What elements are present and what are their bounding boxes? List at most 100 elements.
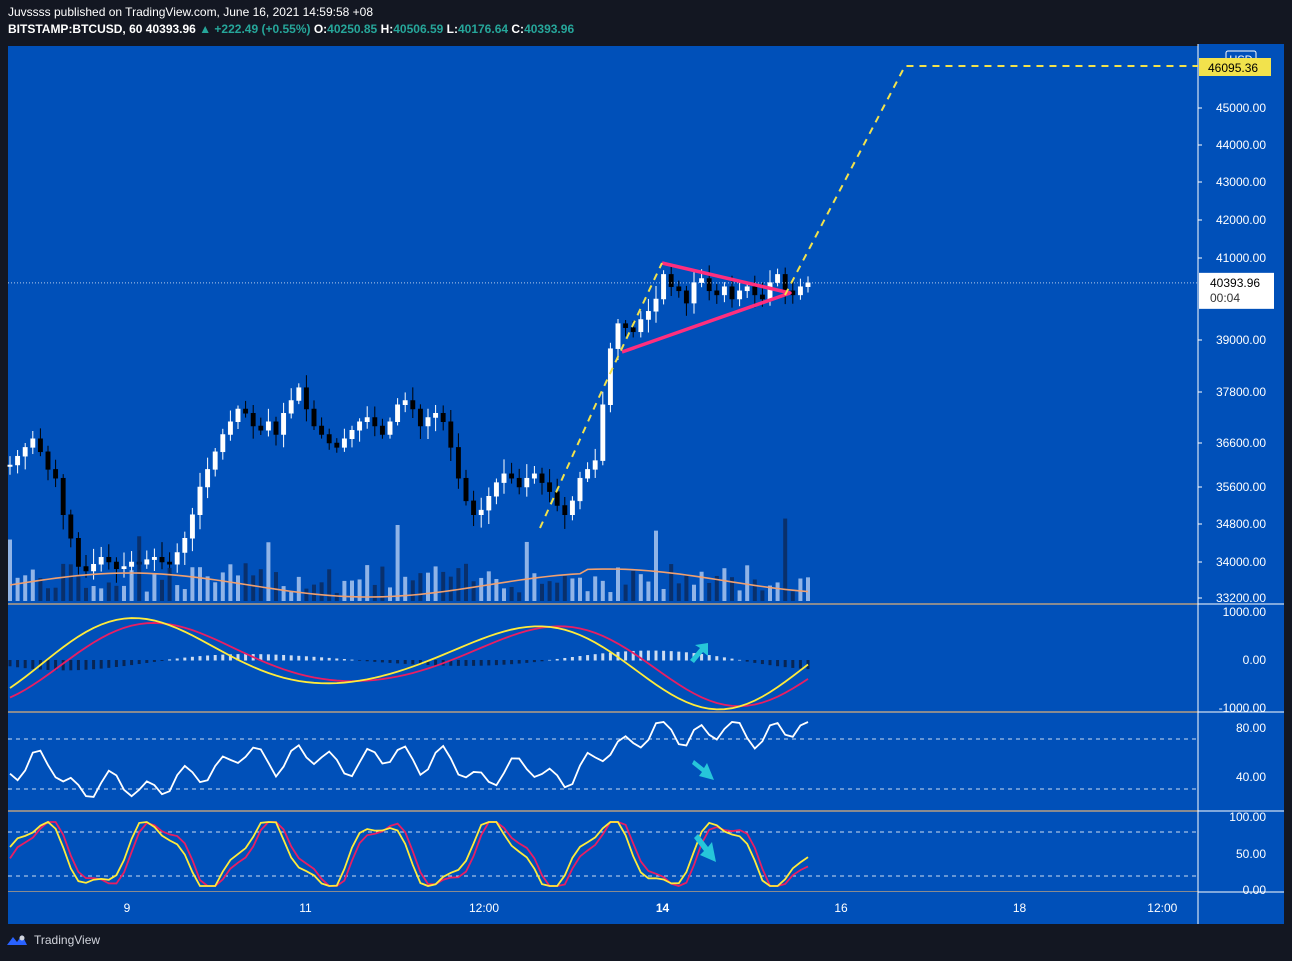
macd-histogram-bar xyxy=(563,657,567,661)
volume-bar xyxy=(8,539,12,601)
countdown-label: 00:04 xyxy=(1210,291,1240,305)
volume-bar xyxy=(312,584,316,601)
candle-body xyxy=(600,404,606,461)
volume-bar xyxy=(524,541,529,601)
candle-body xyxy=(151,557,157,560)
volume-bar xyxy=(464,563,468,601)
volume-bar xyxy=(129,570,134,601)
macd-histogram-bar xyxy=(312,656,316,661)
volume-bar xyxy=(84,587,88,601)
macd-histogram-bar xyxy=(114,660,118,667)
volume-bar xyxy=(205,576,210,601)
candle-body xyxy=(714,290,720,296)
candle-body xyxy=(577,477,583,502)
macd-histogram-bar xyxy=(342,659,346,661)
volume-bar xyxy=(190,567,195,601)
macd-histogram-bar xyxy=(570,657,574,661)
rsi-tick-label: 80.00 xyxy=(1236,721,1266,735)
volume-bar xyxy=(296,576,301,601)
macd-histogram-bar xyxy=(479,660,483,666)
volume-bar xyxy=(53,587,58,601)
macd-histogram-bar xyxy=(631,650,635,661)
macd-histogram-bar xyxy=(783,660,787,668)
volume-bar xyxy=(783,518,788,601)
macd-histogram-bar xyxy=(502,660,506,665)
time-tick-label: 16 xyxy=(834,901,848,915)
candle-body xyxy=(683,290,689,304)
macd-histogram-bar xyxy=(160,660,164,661)
candle-body xyxy=(106,557,112,563)
candle-body xyxy=(174,552,180,565)
volume-bar xyxy=(334,592,339,601)
candle-body xyxy=(645,311,651,320)
stoch-d-line xyxy=(9,821,809,887)
volume-bar xyxy=(68,564,73,601)
volume-bar xyxy=(167,567,172,601)
volume-bar xyxy=(46,588,50,601)
macd-histogram-bar xyxy=(517,660,521,664)
macd-histogram-bar xyxy=(84,660,88,670)
time-tick-label: 9 xyxy=(124,901,131,915)
open-value: 40250.85 xyxy=(327,22,378,36)
symbol-name: BITSTAMP:BTCUSD, 60 xyxy=(8,22,143,36)
volume-bar xyxy=(76,576,81,601)
macd-histogram-bar xyxy=(730,658,734,661)
candle-body xyxy=(402,400,408,405)
volume-bar xyxy=(251,575,256,601)
macd-histogram-bar xyxy=(137,660,141,665)
volume-bar xyxy=(684,574,689,601)
macd-histogram-bar xyxy=(388,660,392,663)
price-change: ▲ +222.49 (+0.55%) xyxy=(199,22,311,36)
candle-body xyxy=(539,473,545,483)
macd-histogram-bar xyxy=(578,656,582,661)
candle-body xyxy=(668,274,674,287)
macd-histogram-bar xyxy=(798,660,802,669)
candle-body xyxy=(767,282,773,300)
volume-bar xyxy=(418,573,423,601)
tradingview-footer[interactable]: TradingView xyxy=(6,933,100,947)
price-tick-label: 45000.00 xyxy=(1216,101,1266,115)
candle-body xyxy=(296,387,302,401)
macd-histogram-bar xyxy=(449,660,453,666)
macd-histogram-bar xyxy=(152,660,156,662)
volume-bar xyxy=(517,592,522,601)
volume-bar xyxy=(623,584,628,601)
volume-bar xyxy=(600,580,605,601)
volume-bar xyxy=(661,588,666,601)
volume-bar xyxy=(410,580,415,601)
candle-body xyxy=(53,469,59,479)
candle-body xyxy=(547,482,553,492)
volume-bar xyxy=(714,575,719,601)
macd-histogram-bar xyxy=(487,660,491,666)
candle-body xyxy=(455,447,461,479)
price-tick-label: 34800.00 xyxy=(1216,517,1266,531)
volume-bar xyxy=(175,585,180,601)
candle-body xyxy=(653,298,659,312)
candle-body xyxy=(691,282,697,304)
candle-body xyxy=(759,294,765,300)
volume-bar xyxy=(654,530,658,601)
candle-body xyxy=(250,413,256,427)
candle-body xyxy=(341,438,347,448)
macd-histogram-bar xyxy=(677,651,681,661)
candle-body xyxy=(737,290,743,300)
volume-bar xyxy=(220,572,225,601)
volume-bar xyxy=(616,567,620,601)
candle-body xyxy=(182,538,188,553)
volume-bar xyxy=(380,566,385,601)
macd-histogram-bar xyxy=(335,658,339,661)
volume-bar xyxy=(236,575,240,601)
footer-brand: TradingView xyxy=(34,933,101,947)
price-tick-label: 39000.00 xyxy=(1216,333,1266,347)
candle-body xyxy=(7,464,13,467)
candle-body xyxy=(37,438,43,453)
rsi-arrow-icon xyxy=(692,760,714,780)
macd-histogram-bar xyxy=(130,660,134,666)
pane-bg-0 xyxy=(8,46,1198,603)
stoch-k-line xyxy=(9,820,809,887)
last-price-label: 40393.96 xyxy=(1210,276,1260,290)
volume-bar xyxy=(585,591,590,601)
candle-body xyxy=(22,447,28,457)
candle-body xyxy=(372,417,378,427)
